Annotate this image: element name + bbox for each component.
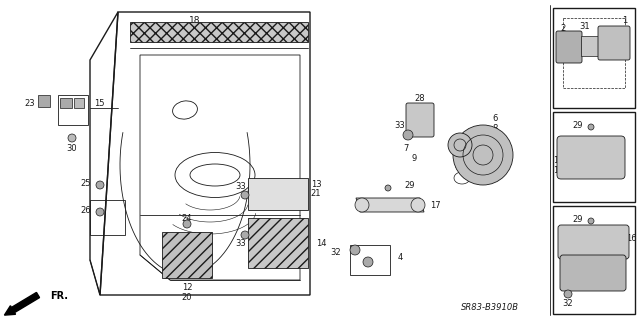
Text: 5: 5 — [472, 173, 477, 182]
Text: 32: 32 — [563, 300, 573, 308]
Circle shape — [68, 134, 76, 142]
Text: 24: 24 — [182, 213, 192, 222]
Circle shape — [385, 185, 391, 191]
Bar — [553, 112, 635, 202]
Text: 16: 16 — [626, 234, 636, 243]
FancyArrow shape — [4, 292, 40, 315]
Bar — [563, 18, 625, 88]
Text: FR.: FR. — [50, 291, 68, 301]
Circle shape — [241, 191, 249, 199]
FancyBboxPatch shape — [598, 26, 630, 60]
Text: 6: 6 — [492, 114, 498, 123]
Text: 11: 11 — [553, 156, 563, 164]
FancyBboxPatch shape — [406, 103, 434, 137]
Bar — [60, 98, 72, 108]
Circle shape — [453, 125, 513, 185]
Text: 17: 17 — [430, 201, 440, 210]
Text: 26: 26 — [81, 205, 92, 214]
Text: 2: 2 — [561, 23, 566, 33]
Text: 33: 33 — [395, 121, 405, 130]
Text: 21: 21 — [311, 188, 321, 197]
FancyBboxPatch shape — [558, 225, 629, 259]
Polygon shape — [162, 232, 212, 278]
Text: 29: 29 — [573, 214, 583, 223]
Text: 20: 20 — [182, 293, 192, 302]
Text: 1: 1 — [622, 15, 628, 25]
Circle shape — [588, 218, 594, 224]
Polygon shape — [248, 178, 308, 210]
Bar — [38, 95, 50, 107]
Text: 33: 33 — [236, 181, 246, 190]
Text: 22: 22 — [189, 26, 200, 35]
Circle shape — [350, 245, 360, 255]
Circle shape — [96, 181, 104, 189]
Polygon shape — [130, 22, 308, 42]
Text: 3: 3 — [605, 274, 611, 283]
Text: 27: 27 — [454, 161, 465, 170]
Text: 29: 29 — [404, 180, 415, 189]
Text: 18: 18 — [189, 15, 201, 25]
FancyBboxPatch shape — [556, 31, 582, 63]
Text: 33: 33 — [236, 238, 246, 247]
Ellipse shape — [411, 198, 425, 212]
Polygon shape — [356, 198, 424, 212]
FancyBboxPatch shape — [560, 255, 626, 291]
Text: 30: 30 — [67, 143, 77, 153]
Text: 4: 4 — [397, 253, 403, 262]
Bar — [553, 8, 635, 108]
Text: 32: 32 — [331, 247, 341, 257]
Bar — [74, 98, 84, 108]
Text: 31: 31 — [580, 21, 590, 30]
Circle shape — [448, 133, 472, 157]
Text: 13: 13 — [310, 180, 321, 188]
Bar — [350, 245, 390, 275]
Text: 12: 12 — [182, 284, 192, 292]
Circle shape — [241, 231, 249, 239]
Text: 8: 8 — [492, 124, 498, 132]
Text: 25: 25 — [81, 179, 92, 188]
Polygon shape — [248, 218, 308, 268]
Circle shape — [96, 208, 104, 216]
Circle shape — [183, 220, 191, 228]
Circle shape — [363, 257, 373, 267]
Bar — [581, 36, 599, 56]
Text: SR83-B3910B: SR83-B3910B — [461, 303, 519, 312]
Text: 7: 7 — [403, 143, 409, 153]
Text: 14: 14 — [316, 238, 326, 247]
Text: 28: 28 — [415, 93, 426, 102]
Text: 19: 19 — [553, 165, 563, 174]
Text: 15: 15 — [93, 99, 104, 108]
FancyBboxPatch shape — [557, 136, 625, 179]
Text: 10: 10 — [220, 36, 231, 44]
Bar — [553, 206, 635, 314]
Circle shape — [564, 290, 572, 298]
Circle shape — [403, 130, 413, 140]
Circle shape — [588, 124, 594, 130]
Text: 23: 23 — [25, 99, 35, 108]
Text: 9: 9 — [412, 154, 417, 163]
Text: 29: 29 — [573, 121, 583, 130]
Ellipse shape — [355, 198, 369, 212]
